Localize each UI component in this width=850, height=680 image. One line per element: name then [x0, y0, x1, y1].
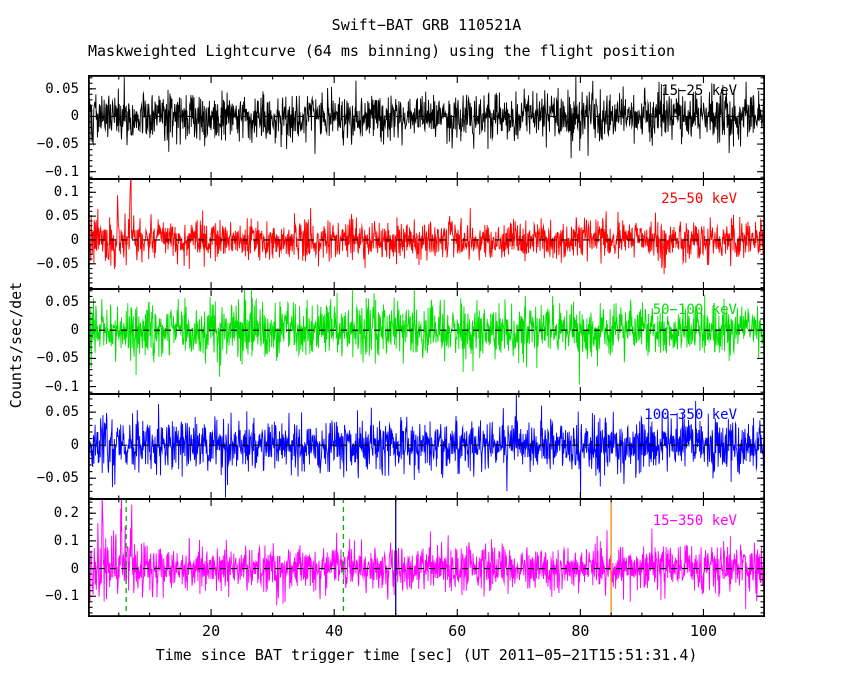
- y-tick-label-panel3: −0.05: [36, 470, 79, 487]
- panel-canvas-0: [88, 75, 765, 180]
- chart-subtitle: Maskweighted Lightcurve (64 ms binning) …: [88, 42, 675, 60]
- x-tick-label: 80: [571, 622, 590, 640]
- y-tick-label-panel0: 0.05: [45, 80, 79, 97]
- y-tick-label-panel1: −0.05: [36, 255, 79, 272]
- y-tick-label-panel3: 0.05: [45, 404, 79, 421]
- y-tick-label-panel1: 0.1: [53, 184, 79, 201]
- x-tick-label: 100: [689, 622, 717, 640]
- y-tick-label-panel4: 0.1: [53, 532, 79, 549]
- y-tick-label-panel0: −0.1: [45, 163, 79, 180]
- y-tick-label-panel3: 0: [70, 437, 79, 454]
- y-tick-label-panel2: 0: [70, 322, 79, 339]
- y-tick-label-panel0: 0: [70, 108, 79, 125]
- y-tick-label-panel2: −0.1: [45, 378, 79, 395]
- chart-title: Swift−BAT GRB 110521A: [331, 16, 522, 34]
- panel-canvas-1: [88, 178, 765, 290]
- y-tick-label-panel0: −0.05: [36, 136, 79, 153]
- y-tick-label-panel4: −0.1: [45, 588, 79, 605]
- y-tick-label-panel2: −0.05: [36, 350, 79, 367]
- x-tick-label: 60: [448, 622, 467, 640]
- x-tick-label: 40: [325, 622, 344, 640]
- panel-canvas-2: [88, 288, 765, 395]
- y-tick-label-panel1: 0.05: [45, 208, 79, 225]
- panel-canvas-4: [88, 498, 765, 617]
- x-axis-label: Time since BAT trigger time [sec] (UT 20…: [155, 646, 698, 664]
- panel-canvas-3: [88, 393, 765, 500]
- y-tick-label-panel1: 0: [70, 231, 79, 248]
- y-tick-label-panel2: 0.05: [45, 294, 79, 311]
- y-tick-label-panel4: 0: [70, 560, 79, 577]
- y-tick-label-panel4: 0.2: [53, 505, 79, 522]
- x-tick-label: 20: [202, 622, 221, 640]
